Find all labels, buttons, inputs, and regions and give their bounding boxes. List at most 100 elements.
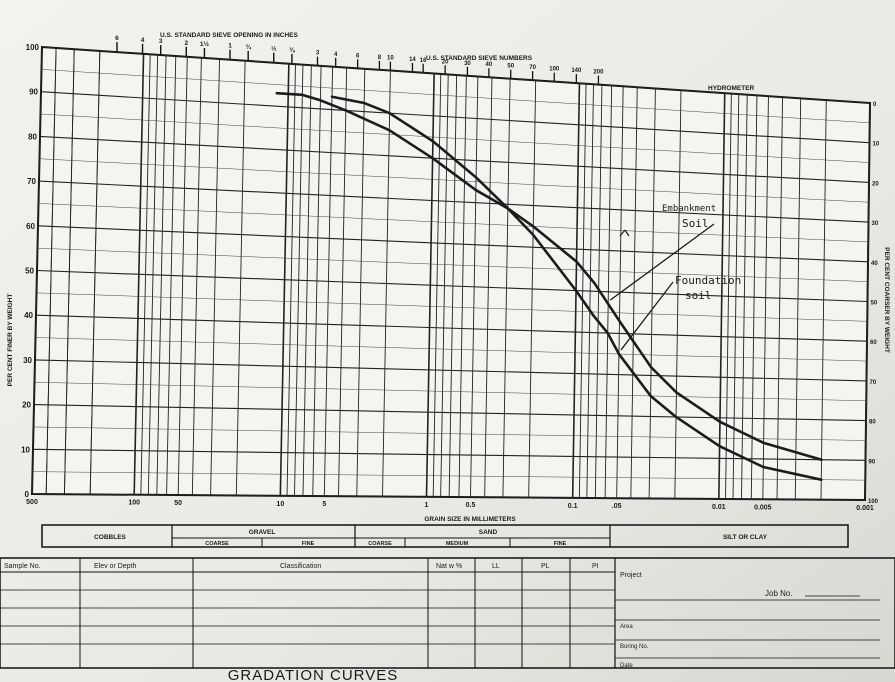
y-tick-label: 0 (25, 490, 30, 499)
number-tick-label: 16 (420, 58, 427, 64)
number-tick-label: 100 (549, 67, 560, 73)
y2-tick-label: 40 (871, 261, 878, 267)
grid-hline-minor (36, 292, 868, 322)
y-tick-label: 50 (25, 267, 34, 276)
inch-tick-label: ⅜ (289, 47, 295, 54)
y-tick-label: 80 (28, 132, 37, 141)
x-tick-label: 0.01 (712, 504, 726, 511)
boring-no-label: Boring No. (620, 644, 649, 650)
inch-tick-label: 4 (141, 37, 145, 44)
area-label: Area (620, 624, 633, 630)
y-tick-label: 40 (24, 311, 33, 320)
inch-tick-label: ½ (271, 45, 277, 53)
grid-hline (36, 269, 868, 303)
number-sieve-ticks: 3 4 6 8 10 14 16 20 30 40 50 70 100 140 200 (316, 51, 604, 85)
gravel-label: GRAVEL (249, 529, 276, 536)
grid-hline (37, 225, 869, 263)
y2-tick-label: 0 (873, 102, 877, 108)
classification-band: COBBLES GRAVEL SAND SILT OR CLAY COARSE … (41, 524, 849, 548)
x-axis-title: GRAIN SIZE IN MILLIMETERS (424, 516, 516, 523)
y-tick-label: 10 (21, 445, 30, 454)
y2-tick-label: 80 (869, 420, 876, 426)
x-tick-label: 1 (425, 502, 429, 509)
grid-hline-minor (38, 203, 869, 243)
inch-tick-label: ¾ (245, 43, 251, 51)
x-tick-label: 10 (276, 501, 284, 508)
y-tick-label: 30 (23, 356, 32, 365)
inch-tick-label: 6 (115, 35, 119, 42)
y2-tick-label: 50 (871, 301, 878, 307)
y-tick-label: 70 (27, 177, 36, 186)
y2-axis-title: PER CENT COARSER BY WEIGHT (883, 247, 890, 353)
plot-area: Embankment Soil Foundation soil (30, 45, 872, 502)
inch-tick-label: 3 (159, 38, 163, 45)
col-nat-w: Nat w % (436, 563, 462, 570)
gravel-fine-label: FINE (302, 541, 315, 547)
number-tick-label: 10 (387, 56, 394, 62)
series-group (275, 91, 823, 482)
grid-hline-minor (34, 382, 867, 401)
grid-hline (34, 359, 867, 382)
x-tick-label: 50 (174, 500, 182, 507)
annotations: Embankment Soil Foundation soil (609, 204, 741, 351)
annotation-embankment-leader (609, 223, 715, 301)
gravel-coarse-label: COARSE (205, 541, 229, 547)
sand-medium-label: MEDIUM (446, 541, 469, 547)
sieve-inches-label: U.S. STANDARD SIEVE OPENING IN INCHES (160, 32, 299, 39)
footer-title: GRADATION CURVES (228, 667, 398, 682)
grid-hline (33, 404, 867, 422)
grid-hline (35, 314, 868, 342)
number-tick-label: 20 (442, 59, 449, 65)
x-tick-label: .05 (612, 503, 622, 510)
inch-sieve-ticks: 6 4 3 2 1½ 1 ¾ ½ ⅜ (115, 35, 295, 64)
y2-tick-label: 100 (868, 499, 879, 505)
grid-hline (32, 448, 866, 461)
annotation-embankment-soil: Soil (682, 217, 709, 230)
number-tick-label: 200 (593, 70, 604, 76)
y-axis-ticks: 0 10 20 30 40 50 60 70 80 90 100 (21, 43, 39, 499)
col-elev-depth: Elev or Depth (94, 563, 137, 570)
number-tick-label: 14 (409, 57, 416, 63)
col-classification: Classification (280, 563, 321, 570)
x-axis-ticks: 500 100 50 10 5 1 0.5 0.1 .05 0.01 0.005 0.001 (26, 499, 874, 512)
y2-axis-ticks: 0 10 20 30 40 50 60 70 80 90 100 (868, 102, 880, 505)
x-tick-label: 0.5 (466, 502, 476, 509)
annotation-foundation-leader (620, 281, 674, 351)
col-sample-no: Sample No. (4, 563, 41, 570)
number-tick-label: 3 (316, 51, 320, 57)
hydrometer-label: HYDROMETER (708, 85, 755, 92)
y-tick-label: 20 (22, 401, 31, 410)
inch-tick-label: 1½ (200, 40, 210, 48)
col-pl: PL (541, 563, 550, 570)
y2-tick-label: 60 (870, 340, 877, 346)
grid-hline (38, 180, 869, 223)
project-label: Project (620, 572, 642, 579)
annotation-embankment: Embankment (662, 204, 716, 214)
grid-hline-minor (40, 113, 870, 163)
number-tick-label: 50 (507, 64, 514, 70)
y-tick-label: 100 (26, 43, 40, 52)
y-axis-title: PER CENT FINER BY WEIGHT (7, 294, 14, 387)
grid-hline-minor (33, 426, 866, 441)
grid-hline-minor (35, 337, 867, 362)
annotation-foundation: Foundation (675, 274, 741, 287)
annotation-embankment-arrowhead (619, 229, 630, 237)
col-pi: PI (592, 563, 599, 570)
x-tick-label: 0.001 (856, 505, 874, 512)
y2-tick-label: 10 (873, 142, 880, 148)
y2-tick-label: 70 (870, 380, 877, 386)
sample-table: Sample No. Elev or Depth Classification … (0, 557, 895, 669)
sand-fine-label: FINE (554, 541, 567, 547)
grid-hline-minor (41, 69, 870, 124)
grid-hline (41, 46, 871, 104)
sieve-numbers-label: U.S. STANDARD SIEVE NUMBERS (426, 55, 533, 62)
col-ll: LL (492, 563, 500, 570)
sand-coarse-label: COARSE (368, 541, 392, 547)
x-tick-label: 0.005 (754, 504, 772, 511)
x-tick-label: 0.1 (568, 503, 578, 510)
inch-tick-label: 2 (184, 40, 188, 47)
grid-hline (40, 91, 870, 144)
y-tick-label: 90 (29, 88, 38, 97)
number-tick-label: 30 (464, 61, 471, 67)
